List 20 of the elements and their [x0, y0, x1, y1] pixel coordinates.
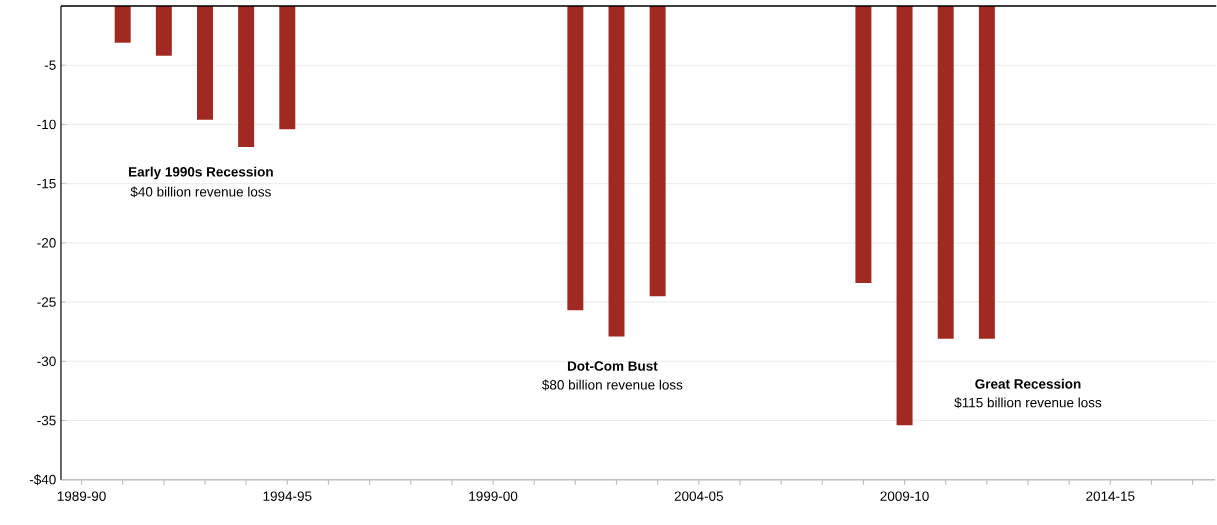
- annotation: $40 billion revenue loss: [130, 186, 271, 198]
- y-tick-label: -$40: [29, 474, 56, 486]
- y-tick-label: -35: [37, 415, 56, 426]
- x-tick-label: 2009-10: [880, 491, 929, 502]
- annotation: $115 billion revenue loss: [954, 397, 1102, 409]
- x-tick-label: 2004-05: [674, 491, 723, 502]
- y-tick-label: -10: [37, 119, 56, 130]
- y-tick-label: -5: [44, 60, 56, 71]
- x-tick-label: 1999-00: [469, 491, 518, 502]
- x-tick-label: 1994-95: [263, 491, 312, 502]
- annotation: Dot-Com Bust: [567, 361, 658, 371]
- annotation: $80 billion revenue loss: [542, 379, 683, 391]
- y-tick-label: -15: [37, 179, 56, 189]
- annotation: Great Recession: [975, 378, 1081, 389]
- annotation: Early 1990s Recession: [129, 166, 273, 180]
- y-tick-label: -20: [37, 238, 56, 248]
- x-tick-label: 1989-90: [57, 491, 106, 502]
- y-tick-label: -30: [37, 356, 56, 367]
- y-tick-label: -25: [37, 297, 56, 307]
- x-tick-label: 2014-15: [1086, 491, 1135, 502]
